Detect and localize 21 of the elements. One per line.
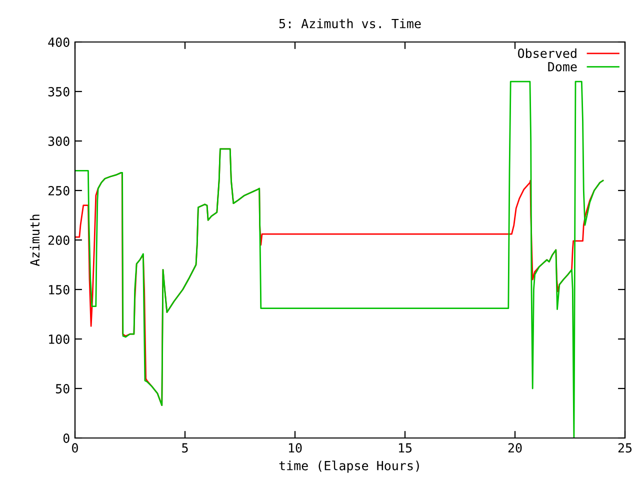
x-tick-label: 5 [182, 443, 188, 453]
y-tick-label: 350 [48, 87, 70, 96]
legend-label: Observed [518, 48, 576, 58]
x-tick-label: 10 [288, 443, 302, 453]
x-tick-label: 0 [72, 443, 78, 453]
y-tick-label: 150 [49, 285, 70, 294]
y-tick-label: 0 [63, 434, 70, 443]
x-axis-title: time (Elapse Hours) [279, 460, 419, 473]
x-tick-label: 25 [618, 443, 632, 453]
y-tick-label: 250 [48, 186, 70, 196]
x-tick-label: 15 [398, 443, 412, 453]
y-tick-label: 200 [48, 236, 70, 245]
y-axis-title: Azimuth [30, 214, 40, 266]
chart-title: 5: Azimuth vs. Time [279, 18, 421, 28]
line-series [75, 80, 604, 438]
y-tick-label: 300 [48, 136, 70, 146]
y-tick-label: 50 [56, 384, 70, 394]
y-tick-label: 400 [48, 38, 70, 47]
legend-label: Dome [548, 62, 577, 72]
x-tick-label: 20 [508, 443, 522, 453]
y-tick-label: 100 [49, 334, 70, 344]
